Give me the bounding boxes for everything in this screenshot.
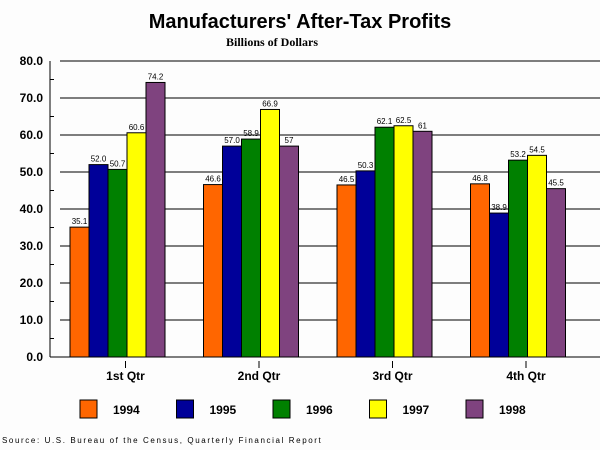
y-tick-label: 60.0: [20, 128, 44, 142]
bar-1996-2: [374, 126, 395, 358]
legend-label: 1994: [113, 403, 140, 417]
bar-1998-3: [546, 188, 566, 358]
legend-label: 1995: [210, 403, 237, 417]
data-label: 52.0: [91, 155, 107, 164]
data-label: 74.2: [148, 72, 164, 81]
legend-label: 1996: [306, 403, 333, 417]
bar-1994-3: [470, 183, 490, 358]
legend-swatch-1997: [369, 399, 387, 419]
bar-1998-2: [412, 130, 433, 358]
data-label: 46.5: [339, 175, 355, 184]
bar-1998-1: [279, 145, 299, 358]
x-tick-label: 1st Qtr: [106, 369, 145, 383]
legend-swatch-1995: [176, 399, 194, 419]
legend-swatch-1998: [465, 399, 484, 419]
chart-subtitle: Billions of Dollars: [226, 35, 318, 49]
source-note: Source: U.S. Bureau of the Census, Quart…: [2, 436, 322, 445]
bar-1996-3: [508, 159, 528, 358]
bar-1995-1: [222, 145, 242, 358]
data-label: 58.9: [243, 129, 259, 138]
y-tick-label: 80.0: [20, 54, 44, 68]
legend-label: 1998: [499, 403, 526, 417]
data-label: 46.6: [205, 175, 221, 184]
data-label: 57.0: [224, 136, 240, 145]
legend-swatch-1994: [79, 399, 98, 419]
data-label: 46.8: [472, 174, 488, 183]
bar-1997-2: [393, 125, 414, 358]
y-tick-label: 20.0: [20, 276, 44, 290]
data-label: 45.5: [548, 179, 564, 188]
data-label: 50.7: [110, 159, 126, 168]
bar-1994-0: [69, 226, 90, 358]
bar-1995-2: [355, 170, 376, 358]
data-label: 35.1: [72, 217, 88, 226]
bar-1994-1: [203, 184, 223, 358]
bar-1998-0: [145, 81, 166, 358]
legend-label: 1997: [403, 403, 430, 417]
bar-1995-0: [88, 164, 109, 358]
y-tick-label: 70.0: [20, 91, 44, 105]
x-tick-label: 2nd Qtr: [238, 369, 281, 383]
bar-1996-0: [107, 168, 128, 358]
bar-1997-0: [126, 132, 147, 358]
data-label: 57: [285, 136, 294, 145]
bar-1997-1: [260, 108, 280, 358]
data-label: 66.9: [262, 99, 278, 108]
bar-1995-3: [489, 212, 509, 358]
y-tick-label: 50.0: [20, 165, 44, 179]
y-tick-label: 10.0: [20, 313, 44, 327]
bar-1994-2: [336, 184, 357, 358]
x-axis: 1st Qtr 2nd Qtr 3rd Qtr 4th Qtr: [50, 356, 600, 383]
data-label: 54.5: [529, 145, 545, 154]
x-tick-label: 3rd Qtr: [372, 369, 412, 383]
y-axis: 0.0 10.0 20.0 30.0 40.0 50.0 60.0 70.0 80.0: [20, 54, 54, 364]
y-tick-label: 0.0: [26, 350, 43, 364]
data-label: 50.3: [358, 161, 374, 170]
data-label: 60.6: [129, 123, 145, 132]
bar-1997-3: [527, 154, 547, 358]
x-tick-label: 4th Qtr: [506, 369, 546, 383]
data-label: 62.1: [377, 117, 393, 126]
bars: 35.1 52.050.7 60.6 74.2 46.6 57.058.9 66.9 57 46…: [69, 72, 566, 358]
data-label: 53.2: [510, 150, 526, 159]
y-tick-label: 40.0: [20, 202, 44, 216]
bar-1996-1: [241, 138, 261, 358]
data-label: 38.9: [491, 203, 507, 212]
legend-swatch-1996: [272, 399, 291, 419]
data-label: 62.5: [396, 116, 412, 125]
chart-title: Manufacturers' After-Tax Profits: [149, 11, 452, 33]
data-label: 61: [418, 121, 427, 130]
legend: 1994 1995 1996 1997 1998: [79, 399, 526, 419]
y-tick-label: 30.0: [20, 239, 44, 253]
